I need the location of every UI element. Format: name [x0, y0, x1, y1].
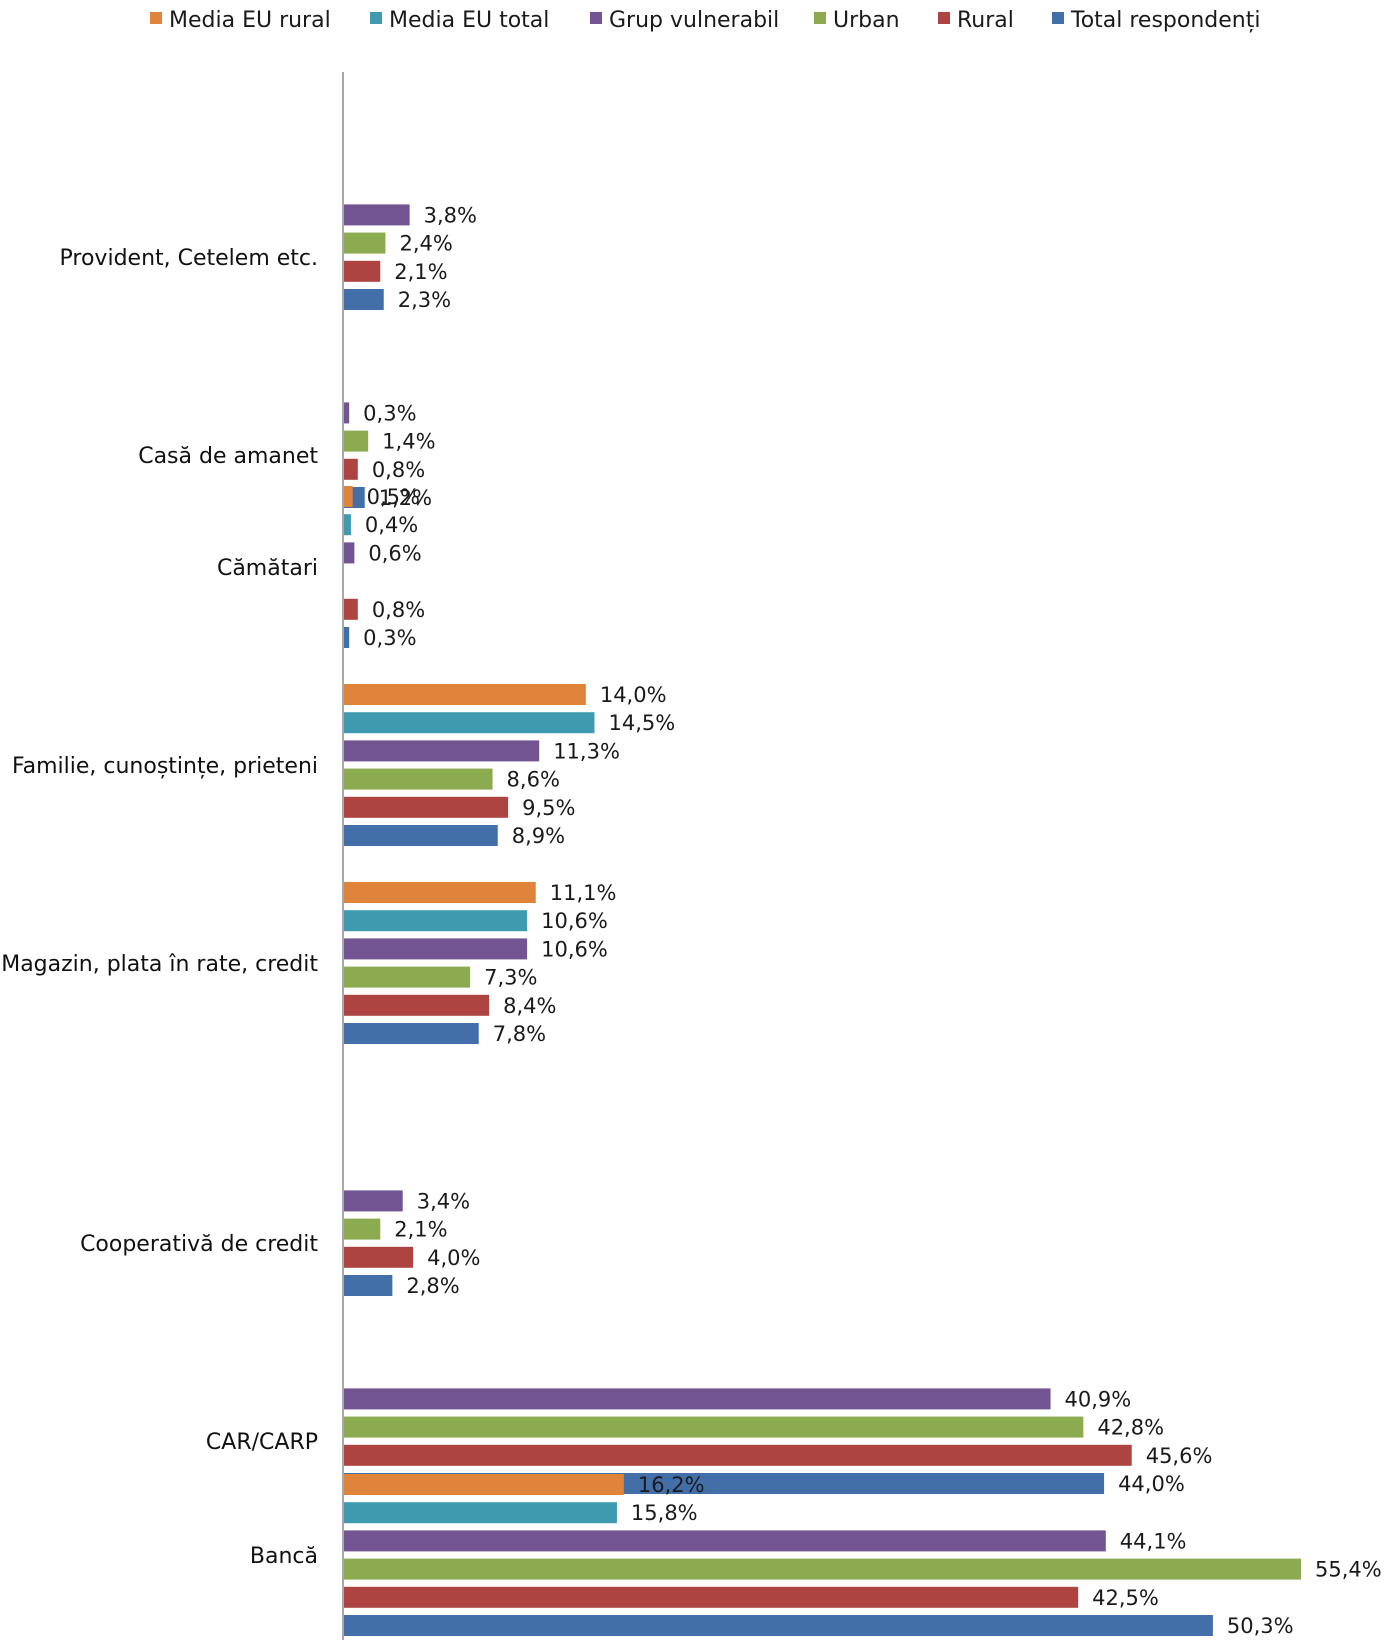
- bar-1-5: [344, 260, 381, 282]
- data-label-1-4: 2,4%: [399, 232, 452, 256]
- bar-4-5: [344, 796, 509, 818]
- data-label-6-5: 4,0%: [427, 1246, 480, 1270]
- category-label-6: Cooperativă de credit: [80, 1232, 318, 1257]
- data-label-5-1: 11,1%: [550, 881, 617, 905]
- bar-3-6: [344, 627, 350, 648]
- legend-marker-3: [590, 12, 602, 24]
- data-label-1-3: 3,8%: [424, 203, 477, 227]
- category-label-1: Provident, Cetelem etc.: [60, 246, 318, 271]
- data-label-5-3: 10,6%: [541, 937, 608, 961]
- legend-label-4: Urban: [833, 8, 900, 33]
- bar-8-5: [344, 1586, 1079, 1608]
- bar-4-1: [344, 684, 586, 705]
- data-label-8-1: 16,2%: [638, 1473, 705, 1497]
- bar-8-2: [344, 1502, 617, 1524]
- bar-7-4: [344, 1416, 1084, 1438]
- data-label-4-4: 8,6%: [507, 768, 560, 792]
- data-label-3-2: 0,4%: [365, 513, 418, 537]
- data-label-1-6: 2,3%: [398, 288, 451, 312]
- legend-marker-5: [938, 12, 950, 24]
- bar-7-5: [344, 1444, 1132, 1466]
- data-label-2-5: 0,8%: [372, 458, 425, 482]
- bar-3-3: [344, 542, 355, 564]
- legend-marker-2: [370, 12, 382, 24]
- bar-4-4: [344, 768, 493, 790]
- category-label-2: Casă de amanet: [138, 444, 318, 469]
- legend-label-1: Media EU rural: [169, 8, 331, 33]
- bar-8-6: [344, 1615, 1213, 1636]
- data-label-3-3: 0,6%: [368, 541, 421, 565]
- bar-1-4: [344, 232, 386, 254]
- data-label-3-6: 0,3%: [363, 626, 416, 650]
- bar-8-3: [344, 1530, 1106, 1552]
- data-label-2-4: 1,4%: [382, 430, 435, 454]
- legend-label-6: Total respondenți: [1070, 8, 1260, 33]
- bar-6-3: [344, 1190, 403, 1212]
- data-label-4-6: 8,9%: [512, 824, 565, 848]
- bar-1-3: [344, 204, 410, 226]
- data-label-4-1: 14,0%: [600, 683, 667, 707]
- data-label-6-3: 3,4%: [417, 1189, 470, 1213]
- legend-label-3: Grup vulnerabil: [609, 8, 779, 33]
- data-label-5-4: 7,3%: [484, 966, 537, 990]
- bar-8-1: [344, 1474, 624, 1495]
- bar-1-6: [344, 289, 384, 310]
- data-label-8-5: 42,5%: [1092, 1586, 1159, 1610]
- data-label-7-3: 40,9%: [1065, 1387, 1132, 1411]
- bar-4-2: [344, 712, 595, 734]
- bar-5-5: [344, 994, 490, 1016]
- bar-8-4: [344, 1558, 1301, 1580]
- legend-label-5: Rural: [957, 8, 1014, 33]
- category-label-5: Magazin, plata în rate, credit: [1, 952, 318, 977]
- bar-6-6: [344, 1275, 393, 1296]
- legend-label-2: Media EU total: [389, 8, 549, 33]
- bar-3-5: [344, 598, 358, 620]
- data-label-8-3: 44,1%: [1120, 1529, 1187, 1553]
- bar-7-3: [344, 1388, 1051, 1410]
- data-label-8-4: 55,4%: [1315, 1558, 1382, 1582]
- bar-2-3: [344, 402, 350, 424]
- data-label-8-6: 50,3%: [1227, 1614, 1294, 1638]
- data-label-6-4: 2,1%: [394, 1218, 447, 1242]
- bar-2-4: [344, 430, 369, 452]
- bar-6-5: [344, 1246, 414, 1268]
- data-label-4-3: 11,3%: [553, 739, 620, 763]
- bar-5-1: [344, 882, 536, 903]
- data-label-5-5: 8,4%: [503, 994, 556, 1018]
- data-label-2-3: 0,3%: [363, 401, 416, 425]
- data-label-3-1: 0,5%: [367, 485, 420, 509]
- data-label-5-2: 10,6%: [541, 909, 608, 933]
- bar-5-2: [344, 910, 528, 932]
- legend-marker-6: [1052, 12, 1064, 24]
- bar-4-6: [344, 825, 498, 846]
- data-label-7-6: 44,0%: [1118, 1472, 1185, 1496]
- bar-5-3: [344, 938, 528, 960]
- data-label-1-5: 2,1%: [394, 260, 447, 284]
- data-label-8-2: 15,8%: [631, 1501, 698, 1525]
- data-label-2-6: 1,2%: [379, 486, 432, 510]
- data-label-4-2: 14,5%: [608, 711, 675, 735]
- data-label-5-6: 7,8%: [493, 1022, 546, 1046]
- bar-2-5: [344, 458, 358, 480]
- bar-3-1: [344, 486, 353, 507]
- data-label-6-6: 2,8%: [406, 1274, 459, 1298]
- bar-6-4: [344, 1218, 381, 1240]
- bar-4-3: [344, 740, 540, 762]
- data-label-7-4: 42,8%: [1097, 1416, 1164, 1440]
- data-label-7-5: 45,6%: [1146, 1444, 1213, 1468]
- data-label-4-5: 9,5%: [522, 796, 575, 820]
- bar-3-2: [344, 514, 351, 536]
- data-label-3-5: 0,8%: [372, 598, 425, 622]
- bar-5-4: [344, 966, 471, 988]
- bar-5-6: [344, 1023, 479, 1044]
- legend-marker-4: [814, 12, 826, 24]
- category-label-7: CAR/CARP: [206, 1430, 318, 1455]
- category-label-8: Bancă: [250, 1544, 318, 1569]
- legend-marker-1: [150, 12, 162, 24]
- category-label-3: Cămătari: [217, 556, 318, 581]
- category-label-4: Familie, cunoștințe, prieteni: [12, 754, 318, 779]
